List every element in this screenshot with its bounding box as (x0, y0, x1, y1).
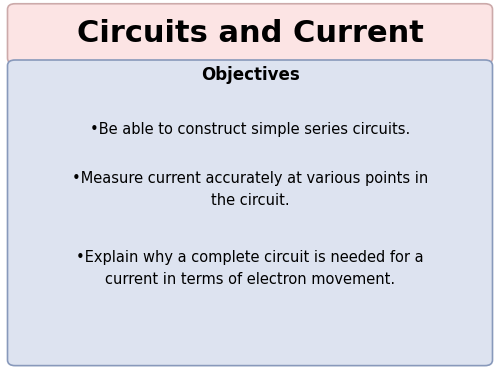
FancyBboxPatch shape (8, 4, 492, 64)
Text: •Measure current accurately at various points in
the circuit.: •Measure current accurately at various p… (72, 171, 428, 208)
Text: •Be able to construct simple series circuits.: •Be able to construct simple series circ… (90, 122, 410, 137)
Text: •Explain why a complete circuit is needed for a
current in terms of electron mov: •Explain why a complete circuit is neede… (76, 249, 424, 287)
Text: Circuits and Current: Circuits and Current (76, 19, 424, 48)
FancyBboxPatch shape (8, 60, 492, 366)
Text: Objectives: Objectives (200, 66, 300, 84)
